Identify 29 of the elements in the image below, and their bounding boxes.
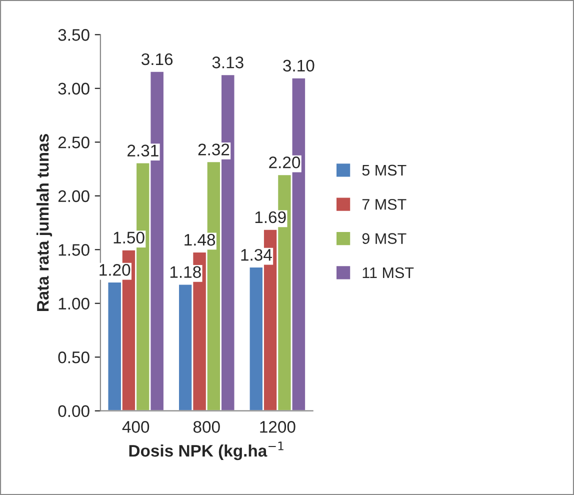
x-axis-title: Dosis NPK (kg.ha$^{−1}$ bbox=[129, 442, 284, 460]
y-tick-label: 0.50 bbox=[58, 352, 90, 364]
data-label: 1.69 bbox=[255, 211, 286, 224]
data-label: 3.13 bbox=[212, 56, 244, 68]
legend-label: 9 MST bbox=[362, 233, 406, 244]
data-label: 1.34 bbox=[241, 248, 272, 261]
x-tick-label: 800 bbox=[193, 421, 220, 433]
y-tick-label: 3.00 bbox=[58, 82, 90, 95]
legend-label: 7 MST bbox=[362, 198, 406, 210]
y-tick-label: 1.00 bbox=[58, 298, 90, 310]
legend-label: 11 MST bbox=[362, 267, 414, 278]
y-tick-label: 2.50 bbox=[58, 136, 90, 148]
y-tick-label: 3.50 bbox=[58, 29, 90, 41]
y-tick-label: 0.00 bbox=[58, 405, 90, 418]
data-label: 2.32 bbox=[198, 144, 230, 156]
data-label: 1.18 bbox=[170, 266, 201, 278]
data-label: 3.10 bbox=[283, 60, 314, 72]
y-axis-title: Rata rata jumlah tunas bbox=[36, 134, 52, 312]
legend-label: 5 MST bbox=[362, 164, 406, 176]
data-label: 3.16 bbox=[142, 53, 173, 66]
y-tick-label: 2.00 bbox=[58, 190, 90, 202]
y-tick-label: 1.50 bbox=[58, 244, 90, 256]
data-label: 1.20 bbox=[100, 264, 130, 276]
x-tick-label: 1200 bbox=[260, 421, 296, 433]
data-label: 2.20 bbox=[269, 156, 300, 168]
data-label: 2.31 bbox=[128, 144, 158, 156]
x-tick-label: 400 bbox=[122, 421, 150, 433]
data-label: 1.50 bbox=[114, 232, 144, 244]
data-label: 1.48 bbox=[184, 234, 216, 246]
